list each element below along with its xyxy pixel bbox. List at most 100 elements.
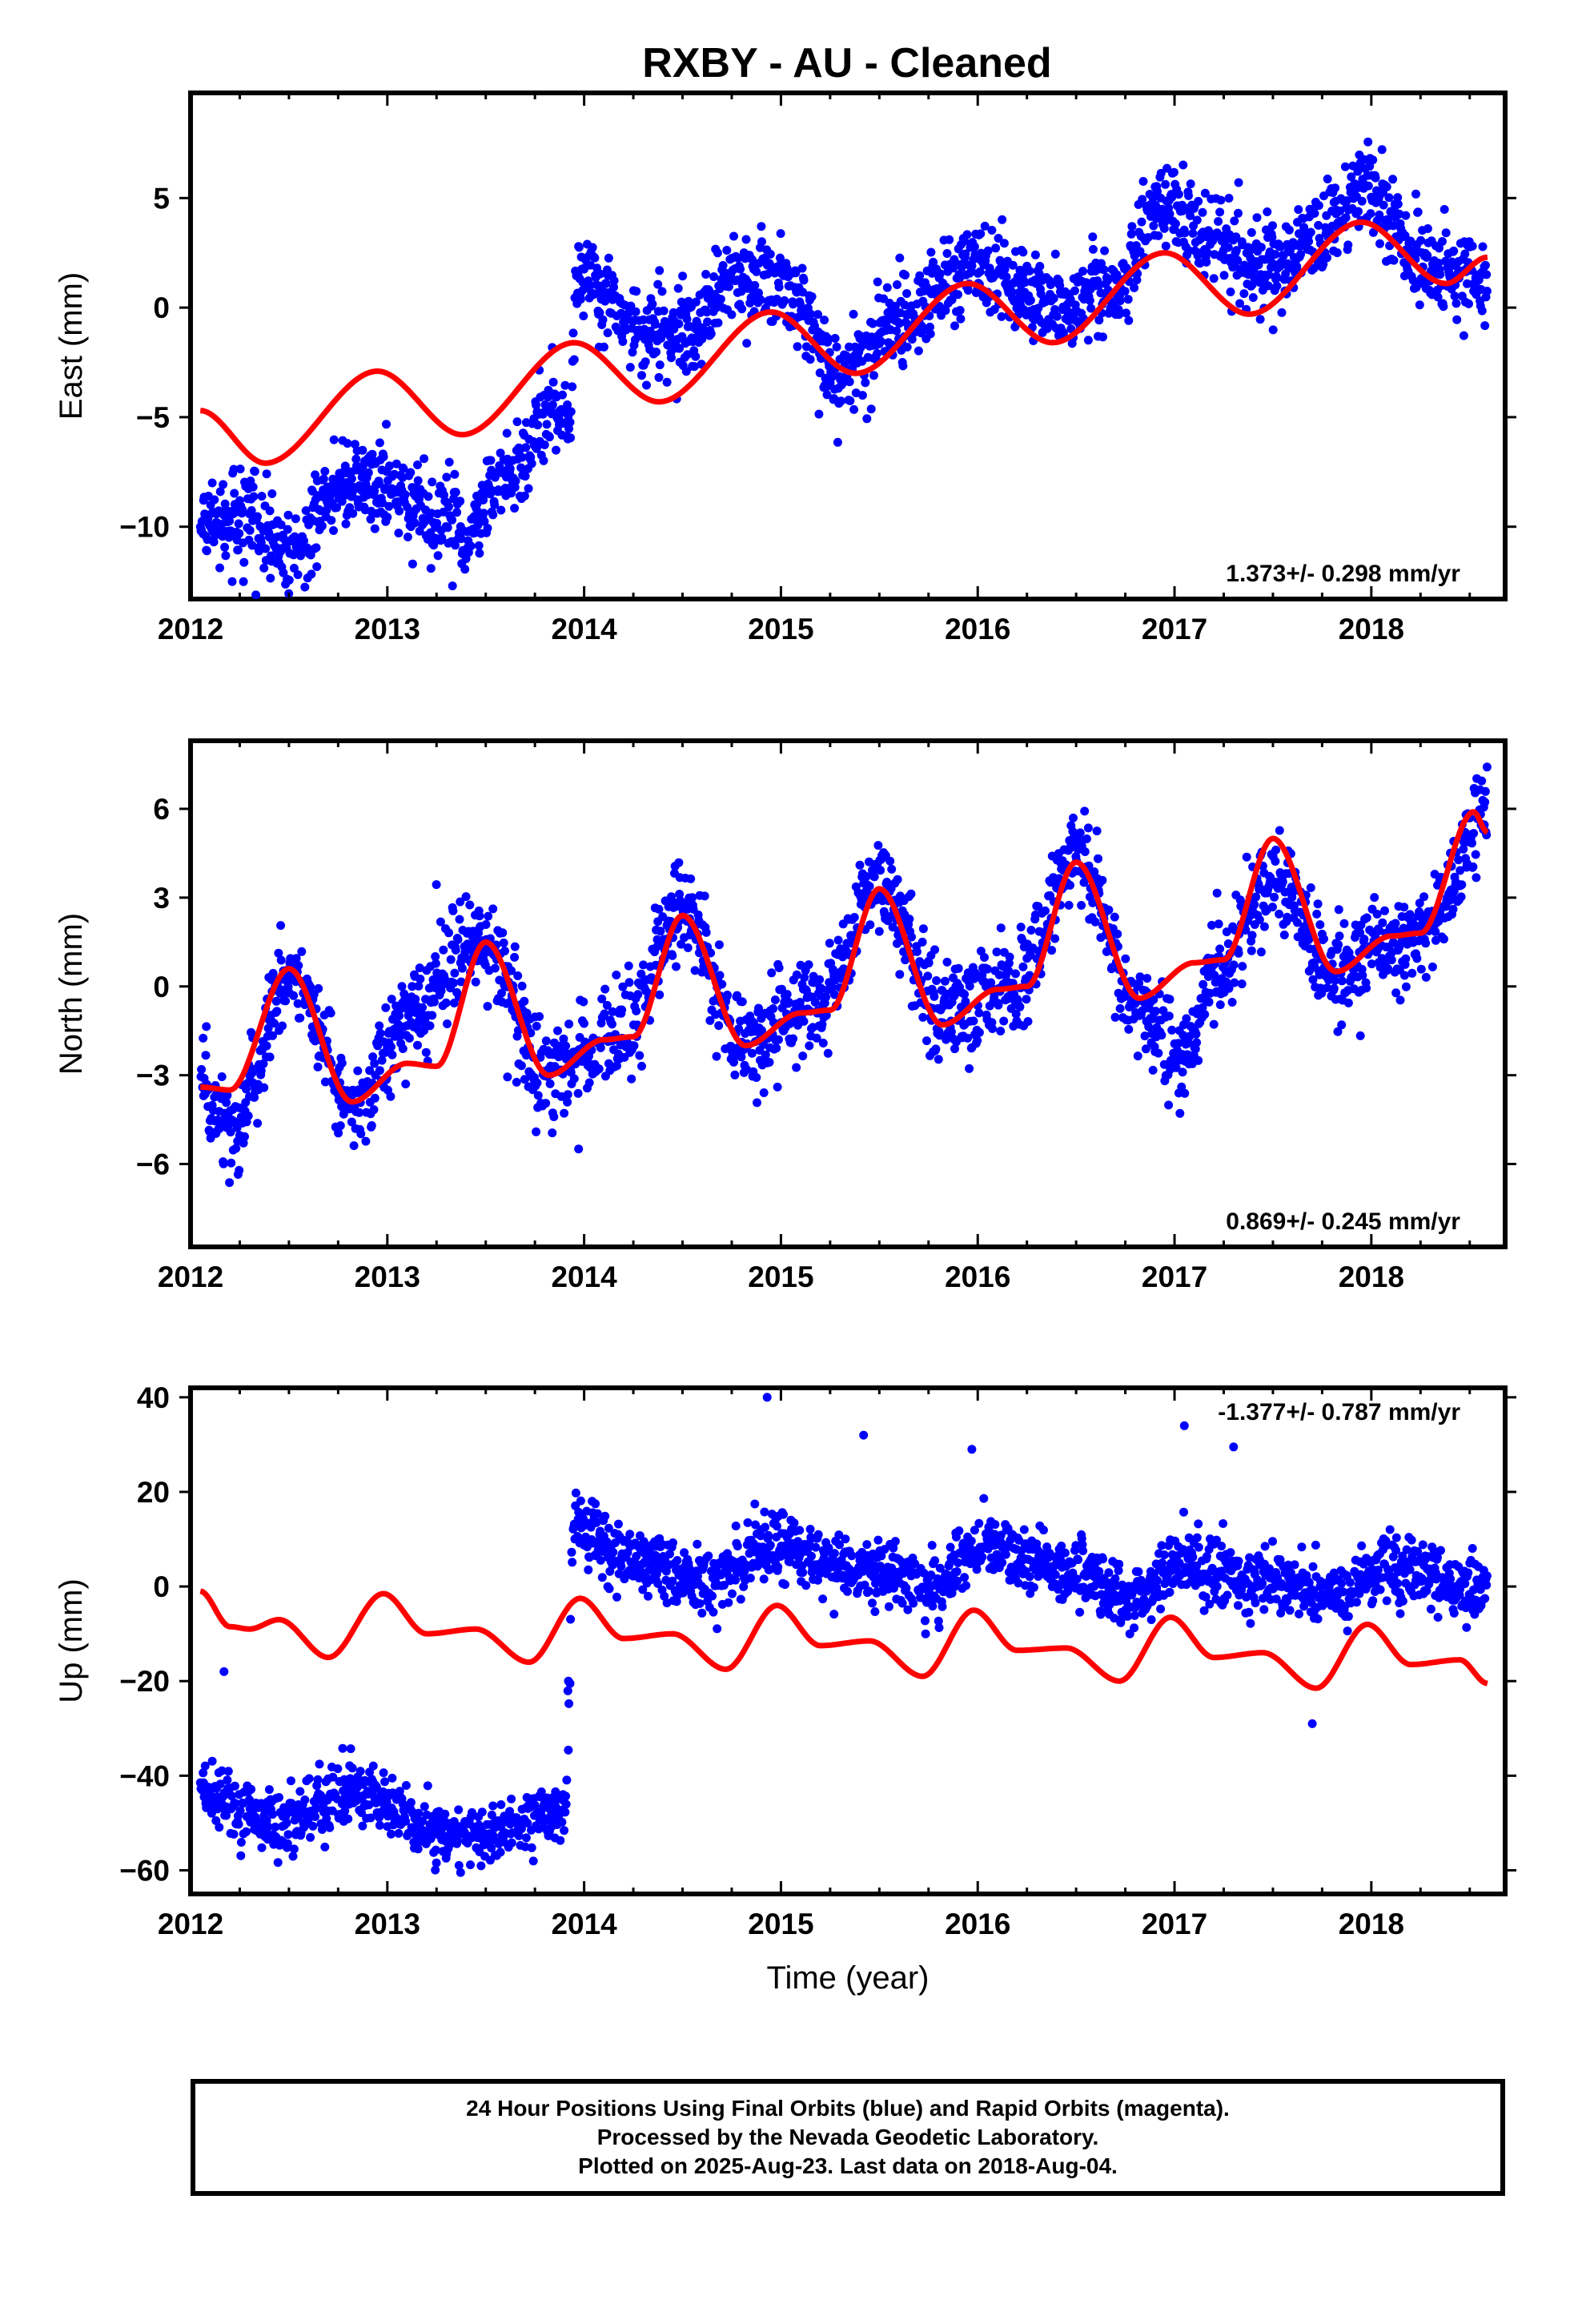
- data-point: [391, 459, 401, 468]
- data-point: [532, 1127, 541, 1136]
- data-point: [1230, 216, 1239, 226]
- data-point: [1137, 217, 1146, 227]
- data-point: [563, 1090, 572, 1100]
- data-point: [348, 509, 358, 518]
- data-point: [650, 320, 660, 329]
- data-point: [814, 409, 824, 419]
- data-point: [893, 875, 902, 884]
- up-panel: 2012 2013 2014 2015 2016 2017 2018−60−40−20020…: [54, 1381, 1516, 1996]
- data-point: [283, 1839, 292, 1848]
- x-tick-label: 2018: [1339, 1261, 1404, 1293]
- data-point: [443, 1019, 452, 1028]
- data-point: [806, 309, 816, 319]
- data-point: [312, 562, 322, 572]
- data-point: [672, 962, 681, 971]
- data-point: [1363, 181, 1373, 191]
- data-point: [454, 1805, 464, 1815]
- data-point: [1200, 188, 1210, 198]
- data-point: [1167, 192, 1177, 202]
- data-point: [1164, 1011, 1174, 1021]
- data-point: [945, 235, 954, 244]
- data-point: [279, 568, 288, 577]
- data-point: [556, 1835, 565, 1845]
- data-point: [1115, 1003, 1125, 1013]
- data-point: [1433, 292, 1443, 302]
- data-point: [307, 569, 316, 579]
- data-point: [683, 350, 693, 360]
- data-point: [657, 287, 667, 296]
- data-point: [560, 380, 570, 390]
- data-point: [291, 954, 301, 963]
- plot-area: [195, 1393, 1492, 1877]
- data-point: [1355, 928, 1365, 937]
- data-point: [702, 308, 712, 317]
- data-point: [421, 1047, 431, 1057]
- data-point: [998, 215, 1007, 224]
- data-point: [1202, 257, 1211, 267]
- data-point: [361, 1136, 371, 1146]
- data-point: [1161, 179, 1170, 189]
- data-point: [1357, 196, 1367, 206]
- data-point: [797, 263, 807, 273]
- data-point: [441, 998, 451, 1007]
- data-point: [1309, 263, 1319, 273]
- data-point: [1434, 259, 1443, 267]
- data-point: [562, 1775, 572, 1785]
- plot-area: [196, 762, 1492, 1188]
- data-point: [395, 506, 404, 516]
- data-point: [314, 983, 323, 993]
- data-point: [564, 424, 574, 433]
- data-point: [1372, 910, 1382, 919]
- data-point: [1315, 920, 1325, 930]
- data-point: [882, 878, 892, 887]
- data-point: [1355, 1031, 1365, 1040]
- data-point: [272, 1007, 282, 1016]
- data-point: [817, 1019, 827, 1029]
- data-point: [902, 289, 912, 298]
- data-point: [907, 335, 917, 344]
- data-point: [1468, 241, 1477, 251]
- data-point: [1008, 260, 1018, 270]
- data-point: [253, 1119, 263, 1128]
- data-point: [1343, 998, 1353, 1007]
- data-point: [1018, 962, 1028, 971]
- data-point: [533, 420, 543, 430]
- data-point: [955, 274, 964, 283]
- data-point: [1016, 923, 1026, 932]
- data-point: [257, 1843, 267, 1852]
- data-point: [201, 1051, 211, 1060]
- data-point: [346, 1744, 355, 1754]
- data-point: [253, 512, 263, 521]
- data-point: [893, 280, 901, 289]
- data-point: [678, 271, 688, 281]
- data-point: [510, 952, 520, 962]
- data-point: [862, 414, 872, 424]
- data-point: [1157, 1031, 1166, 1040]
- data-point: [1047, 946, 1057, 955]
- data-point: [283, 510, 293, 520]
- data-point: [667, 892, 676, 902]
- data-point: [461, 892, 471, 902]
- data-point: [431, 959, 440, 968]
- data-point: [511, 476, 520, 486]
- data-point: [1135, 247, 1145, 256]
- data-point: [980, 221, 990, 231]
- data-point: [683, 943, 693, 952]
- data-point: [274, 948, 283, 958]
- data-point: [268, 968, 278, 978]
- data-point: [259, 563, 269, 573]
- data-point: [655, 360, 665, 370]
- data-point: [230, 1781, 239, 1791]
- data-point: [1144, 1022, 1154, 1031]
- data-point: [1194, 196, 1203, 206]
- data-point: [1203, 248, 1212, 257]
- data-point: [215, 1823, 224, 1832]
- data-point: [413, 476, 423, 485]
- data-point: [1207, 920, 1216, 930]
- plot-area: [195, 137, 1492, 599]
- data-point: [789, 1034, 798, 1043]
- data-point: [1317, 988, 1327, 998]
- data-point: [961, 249, 970, 259]
- data-point: [231, 1144, 241, 1153]
- data-point: [375, 1028, 385, 1038]
